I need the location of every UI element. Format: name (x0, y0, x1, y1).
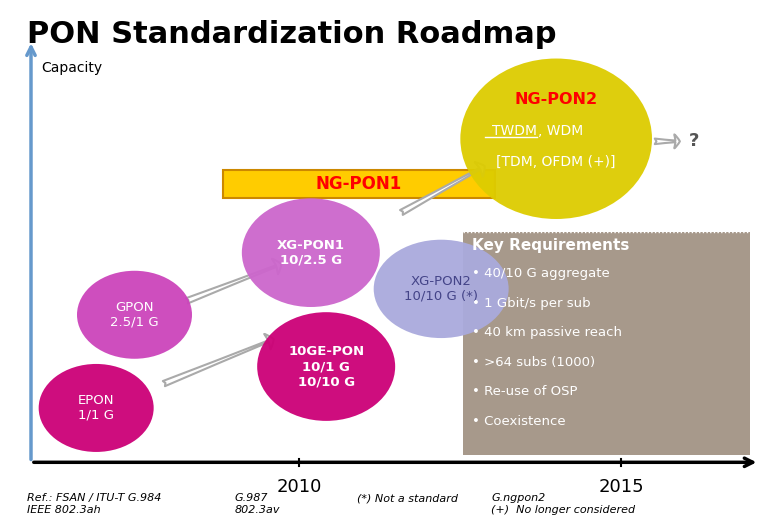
FancyBboxPatch shape (463, 232, 750, 454)
Text: XG-PON1
10/2.5 G: XG-PON1 10/2.5 G (277, 239, 345, 267)
Text: TWDM: TWDM (492, 124, 537, 138)
Text: (*) Not a standard: (*) Not a standard (356, 493, 458, 503)
Ellipse shape (374, 240, 508, 338)
Text: Key Requirements: Key Requirements (472, 238, 629, 253)
Ellipse shape (77, 271, 192, 359)
Text: PON Standardization Roadmap: PON Standardization Roadmap (27, 19, 556, 49)
Text: ?: ? (689, 133, 699, 150)
Text: • 40 km passive reach: • 40 km passive reach (472, 326, 622, 339)
Text: XG-PON2
10/10 G (*): XG-PON2 10/10 G (*) (405, 275, 478, 303)
Ellipse shape (39, 364, 153, 452)
FancyBboxPatch shape (222, 170, 494, 198)
Text: G.ngpon2
(+)  No longer considered: G.ngpon2 (+) No longer considered (491, 493, 636, 515)
Ellipse shape (257, 312, 395, 421)
Text: 10GE-PON
10/1 G
10/10 G: 10GE-PON 10/1 G 10/10 G (288, 345, 364, 388)
Text: • Re-use of OSP: • Re-use of OSP (472, 385, 577, 398)
Text: • 1 Gbit/s per sub: • 1 Gbit/s per sub (472, 297, 591, 310)
Text: G.987
802.3av: G.987 802.3av (234, 493, 280, 515)
Text: Capacity: Capacity (41, 61, 102, 75)
Text: EPON
1/1 G: EPON 1/1 G (78, 394, 115, 422)
Text: NG-PON2: NG-PON2 (515, 93, 598, 107)
Text: GPON
2.5/1 G: GPON 2.5/1 G (110, 301, 159, 329)
Text: , WDM: , WDM (538, 124, 583, 138)
Text: NG-PON1: NG-PON1 (315, 175, 402, 193)
Text: • Coexistence: • Coexistence (472, 414, 566, 428)
Ellipse shape (460, 58, 652, 219)
Ellipse shape (242, 198, 380, 307)
Text: [TDM, OFDM (+)]: [TDM, OFDM (+)] (497, 155, 616, 169)
Text: Ref.: FSAN / ITU-T G.984
IEEE 802.3ah: Ref.: FSAN / ITU-T G.984 IEEE 802.3ah (27, 493, 161, 515)
Text: • >64 subs (1000): • >64 subs (1000) (472, 356, 595, 369)
Text: 2010: 2010 (277, 478, 322, 496)
Text: 2015: 2015 (598, 478, 644, 496)
Text: • 40/10 G aggregate: • 40/10 G aggregate (472, 267, 610, 280)
